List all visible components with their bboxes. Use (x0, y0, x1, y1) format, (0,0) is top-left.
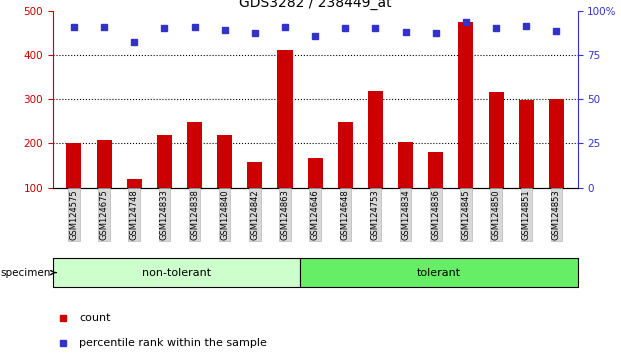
Text: GSM124838: GSM124838 (190, 189, 199, 240)
Bar (398, 142, 413, 188)
Bar (157, 135, 172, 188)
Bar (338, 122, 353, 188)
Bar (519, 100, 534, 188)
Bar (307, 158, 323, 188)
Title: GDS3282 / 238449_at: GDS3282 / 238449_at (239, 0, 391, 10)
Text: non-tolerant: non-tolerant (142, 268, 211, 278)
Bar (217, 135, 232, 188)
Bar (458, 22, 473, 188)
Text: GSM124648: GSM124648 (341, 189, 350, 240)
Bar (96, 140, 112, 188)
Text: tolerant: tolerant (417, 268, 461, 278)
Text: GSM124850: GSM124850 (492, 189, 501, 240)
Bar (428, 152, 443, 188)
Bar (127, 179, 142, 188)
Text: GSM124836: GSM124836 (432, 189, 440, 240)
Text: count: count (79, 313, 111, 323)
Bar (187, 122, 202, 188)
Text: GSM124834: GSM124834 (401, 189, 410, 240)
Text: GSM124753: GSM124753 (371, 189, 380, 240)
Text: GSM124840: GSM124840 (220, 189, 229, 240)
Text: GSM124845: GSM124845 (461, 189, 471, 240)
Text: GSM124748: GSM124748 (130, 189, 138, 240)
Text: GSM124646: GSM124646 (310, 189, 320, 240)
Text: GSM124853: GSM124853 (552, 189, 561, 240)
Bar (368, 91, 383, 188)
Text: GSM124863: GSM124863 (281, 189, 289, 240)
Text: GSM124675: GSM124675 (99, 189, 109, 240)
Text: specimen: specimen (0, 268, 56, 278)
Bar (66, 143, 81, 188)
Text: GSM124851: GSM124851 (522, 189, 531, 240)
Bar (300, 258, 578, 287)
Bar (278, 50, 292, 188)
Bar (489, 92, 504, 188)
Bar (247, 162, 263, 188)
Text: GSM124575: GSM124575 (70, 189, 78, 240)
Text: GSM124833: GSM124833 (160, 189, 169, 240)
Bar (549, 99, 564, 188)
Text: percentile rank within the sample: percentile rank within the sample (79, 338, 267, 348)
Bar (53, 258, 300, 287)
Text: GSM124842: GSM124842 (250, 189, 260, 240)
